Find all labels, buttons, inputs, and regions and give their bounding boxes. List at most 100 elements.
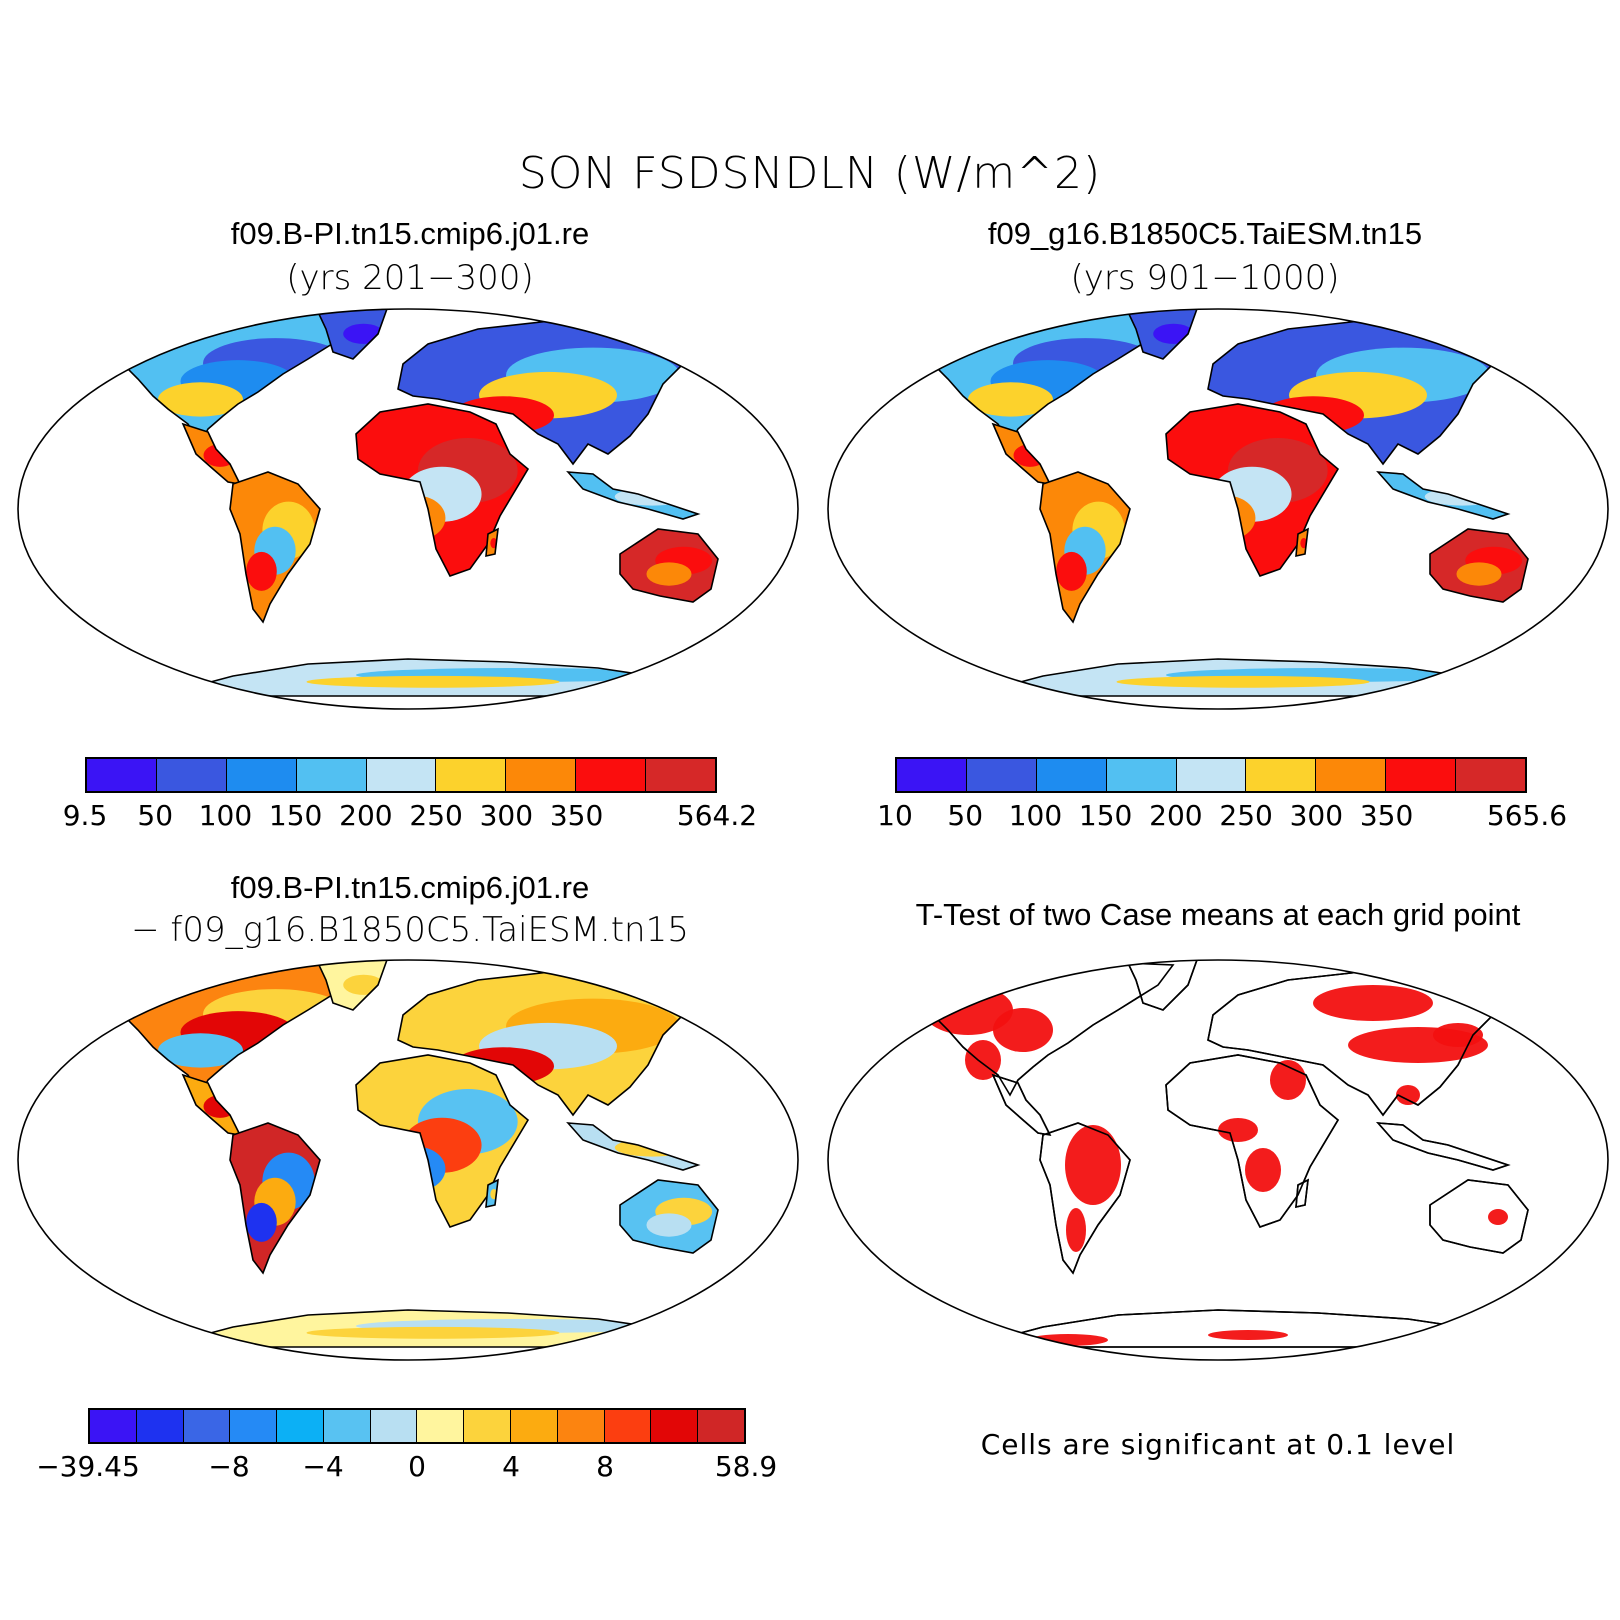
colorbar-tick-label: 0	[408, 1450, 426, 1483]
panel4-title: T-Test of two Case means at each grid po…	[915, 897, 1521, 932]
colorbar-tick-label: 8	[596, 1450, 614, 1483]
panel1-map	[17, 308, 799, 710]
colorbar-swatch	[183, 1410, 231, 1442]
colorbar-swatch	[464, 1410, 512, 1442]
significant-region	[1488, 1209, 1508, 1225]
colorbar-tick-label: 58.9	[714, 1450, 778, 1483]
land-ca	[991, 1073, 1052, 1137]
panel2-map	[827, 308, 1609, 710]
coastline	[485, 527, 499, 558]
coastline	[1039, 471, 1131, 624]
colorbar-tick-label: 300	[479, 799, 534, 832]
colorbar-swatch	[576, 759, 647, 791]
land-shading	[306, 1326, 560, 1339]
significant-region	[1066, 1208, 1086, 1252]
colorbar-swatch	[156, 759, 227, 791]
land-indo	[1376, 1122, 1511, 1171]
colorbar-tick-label: 200	[339, 799, 393, 832]
significant-region	[1208, 1330, 1288, 1340]
colorbar-tick-label: 250	[409, 799, 463, 832]
land-shading	[614, 487, 691, 506]
colorbar-tick-label: 150	[1078, 799, 1133, 832]
land-shading	[158, 1033, 243, 1068]
colorbar-tick-label: 9.5	[62, 799, 108, 832]
coastline	[566, 471, 701, 520]
coastline	[485, 1178, 499, 1209]
colorbar-swatch	[226, 759, 297, 791]
coastline	[619, 528, 719, 603]
coastline	[619, 1179, 719, 1254]
colorbar-tick-label: 50	[947, 799, 984, 832]
land-shading	[158, 382, 243, 417]
colorbar-swatch	[136, 1410, 184, 1442]
colorbar-tick-label: −4	[302, 1450, 344, 1483]
colorbar-swatch	[277, 1410, 324, 1442]
colorbar-swatch	[557, 1410, 605, 1442]
panel4-map	[827, 959, 1609, 1361]
panel3-subtitle: − f09_g16.B1850C5.TaiESM.tn15	[131, 910, 689, 950]
land-shading	[246, 551, 277, 591]
colorbar-swatch	[417, 1410, 465, 1442]
colorbar-tick-label: 100	[198, 799, 253, 832]
panel3-title: f09.B-PI.tn15.cmip6.j01.re	[230, 870, 590, 905]
main-title: SON FSDSNDLN (W/m^2)	[518, 148, 1102, 199]
colorbar-swatch	[1316, 759, 1387, 791]
coastline	[1126, 309, 1200, 360]
land-shading	[1424, 487, 1501, 506]
map-boundary	[827, 959, 1609, 1361]
significance-note: Cells are significant at 0.1 level	[980, 1428, 1456, 1461]
colorbar-swatch	[296, 759, 367, 791]
colorbar-swatch	[370, 1410, 418, 1442]
land-shading	[386, 495, 446, 541]
colorbar-swatch	[87, 759, 157, 791]
significant-region	[1218, 1118, 1258, 1142]
land-af	[1165, 1054, 1340, 1228]
coastline	[1376, 471, 1511, 520]
colorbar-swatch	[604, 1410, 652, 1442]
colorbar-swatch	[323, 1410, 371, 1442]
significant-region	[1396, 1085, 1420, 1105]
land-shading	[306, 675, 560, 688]
colorbar-tick-label: 100	[1008, 799, 1063, 832]
coastline	[1039, 1122, 1131, 1275]
coastline	[1429, 528, 1529, 603]
coastline	[1126, 960, 1200, 1011]
colorbar-swatch	[1176, 759, 1247, 791]
coastline	[229, 471, 321, 624]
land-shading	[1013, 444, 1047, 467]
land-shading	[386, 1146, 446, 1192]
colorbar-tick-label: 4	[502, 1450, 520, 1483]
colorbar-swatch	[651, 1410, 699, 1442]
coastline	[566, 1122, 701, 1171]
land-shading	[246, 1202, 277, 1242]
colorbar-swatch	[1386, 759, 1457, 791]
colorbar-swatch	[230, 1410, 278, 1442]
colorbar-swatch	[436, 759, 507, 791]
panel3-colorbar	[88, 1408, 746, 1444]
colorbar-tick-label: −8	[208, 1450, 250, 1483]
land-shading	[203, 444, 237, 467]
map-boundary	[827, 308, 1609, 710]
significant-region	[1065, 1125, 1121, 1205]
panel2-title: f09_g16.B1850C5.TaiESM.tn15	[987, 216, 1423, 251]
land-shading	[646, 1213, 692, 1237]
coastline	[1295, 1178, 1309, 1209]
land-shading	[968, 382, 1053, 417]
colorbar-swatch	[90, 1410, 137, 1442]
map-boundary	[17, 308, 799, 710]
land-shading	[1056, 551, 1087, 591]
panel1-subtitle: (yrs 201−300)	[286, 258, 534, 298]
colorbar-swatch	[966, 759, 1037, 791]
colorbar-swatch	[511, 1410, 558, 1442]
coastline	[1207, 318, 1510, 466]
significant-region	[1245, 1148, 1281, 1192]
colorbar-swatch	[506, 759, 577, 791]
colorbar-swatch	[1246, 759, 1317, 791]
panel3-map	[17, 959, 799, 1361]
coastline	[316, 309, 390, 360]
map-boundary	[17, 959, 799, 1361]
colorbar-swatch	[698, 1410, 744, 1442]
colorbar-tick-label: 10	[877, 799, 913, 832]
colorbar-tick-label: 50	[137, 799, 174, 832]
colorbar-tick-label: 565.6	[1486, 799, 1568, 832]
